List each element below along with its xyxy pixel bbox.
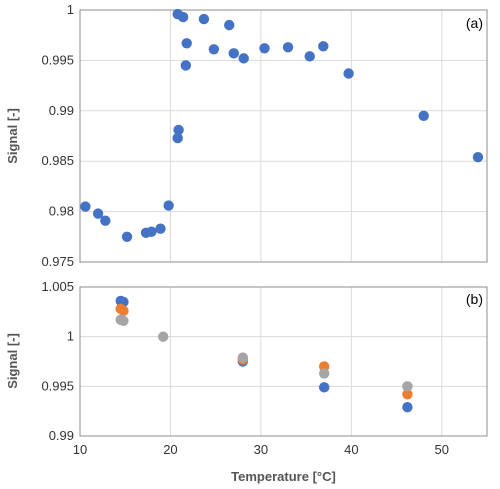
panel-a-y-ticks: 0.975 0.98 0.985 0.99 0.995 1 [41,2,74,269]
data-point [146,226,157,237]
panel-b-points [115,295,413,413]
panel-b-y-axis-label: Signal [-] [5,333,20,389]
data-point [318,41,329,52]
panel-a-points [80,8,484,242]
data-point [402,401,413,413]
y-tick-label: 0.98 [49,204,74,219]
data-point [472,151,484,163]
data-point [228,48,239,59]
data-point [80,201,91,212]
panel-a-y-axis-label: Signal [-] [5,108,20,164]
y-tick-label: 0.995 [41,52,74,67]
y-tick-label: 0.99 [49,428,74,443]
data-point [172,132,183,144]
data-point [319,382,330,393]
y-tick-label: 1 [67,329,74,344]
data-point [163,200,174,211]
panel-b-y-ticks: 0.99 0.995 1 1.005 [41,279,74,443]
y-tick-label: 0.99 [49,103,74,118]
data-point [158,331,169,342]
panel-b-label: (b) [466,291,483,307]
panel-a-frame [79,9,488,263]
data-point [118,315,129,326]
x-tick-label: 20 [163,442,177,457]
y-tick-label: 0.975 [41,254,74,269]
data-point [100,215,111,226]
data-point [282,42,294,53]
data-point [224,19,235,31]
x-axis-label: Temperature [°C] [231,469,336,484]
panel-b-x-ticks: 10 20 30 40 50 [73,442,449,457]
data-point [118,305,129,317]
data-point [180,60,192,71]
data-point [208,44,220,55]
data-point [155,223,166,234]
x-tick-label: 40 [344,442,358,457]
y-tick-label: 1.005 [41,279,74,294]
data-point [402,389,413,400]
data-point [181,38,192,49]
data-point [343,68,354,79]
y-tick-label: 0.995 [41,378,74,393]
y-tick-label: 0.985 [41,153,74,168]
x-tick-label: 30 [254,442,268,457]
data-point [319,368,330,379]
x-tick-label: 10 [73,442,87,457]
panel-a-label: (a) [466,15,483,31]
data-point [198,13,210,25]
data-point [418,110,429,122]
panel-b-gridlines [80,287,487,436]
data-point [238,53,249,64]
data-point [402,381,413,392]
data-point [237,352,248,363]
data-point [92,208,104,219]
data-point [304,51,315,62]
panel-b: 0.99 0.995 1 1.005 10 20 30 40 50 Signal [-] (b… [5,279,488,484]
data-point [259,43,270,54]
x-tick-label: 50 [435,442,449,457]
panel-a: 0.975 0.98 0.985 0.99 0.995 1 Signal [-] (a) [5,2,488,269]
data-point [121,231,133,242]
y-tick-label: 1 [67,2,74,17]
data-point [173,124,184,136]
data-point [177,11,189,23]
panel-b-frame [79,286,488,437]
